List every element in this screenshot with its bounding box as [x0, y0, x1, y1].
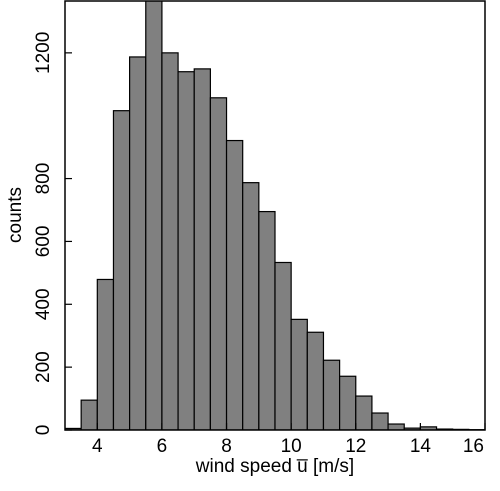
x-axis-label: wind speed u̅ [m/s] [195, 456, 354, 477]
bar [323, 360, 339, 430]
bar [97, 279, 113, 430]
bar [243, 183, 259, 430]
bar [340, 376, 356, 430]
x-tick-label: 8 [221, 436, 232, 457]
x-tick-label: 14 [410, 436, 432, 457]
bar [130, 57, 146, 430]
bar [291, 319, 307, 430]
bar [113, 111, 129, 430]
bar [388, 424, 404, 430]
bar [227, 141, 243, 430]
bars [65, 0, 485, 430]
y-tick-label: 800 [33, 163, 54, 195]
x-tick-label: 12 [345, 436, 366, 457]
bar [162, 53, 178, 430]
bar [146, 0, 162, 430]
y-tick-label: 0 [33, 425, 54, 436]
bar [307, 332, 323, 430]
y-tick-label: 400 [33, 288, 54, 320]
bar [259, 212, 275, 430]
bar [178, 72, 194, 430]
bar [210, 98, 226, 430]
x-tick-label: 10 [281, 436, 302, 457]
y-axis-label: counts [5, 187, 26, 243]
y-tick-label: 600 [33, 226, 54, 258]
bar [372, 413, 388, 430]
bar [194, 69, 210, 430]
bar [275, 262, 291, 430]
x-tick-label: 6 [157, 436, 168, 457]
y-tick-label: 1200 [33, 32, 54, 74]
x-tick-label: 4 [92, 436, 103, 457]
y-tick-label: 200 [33, 351, 54, 383]
bar [81, 400, 97, 430]
x-tick-label: 16 [463, 436, 484, 457]
bar [356, 396, 372, 430]
